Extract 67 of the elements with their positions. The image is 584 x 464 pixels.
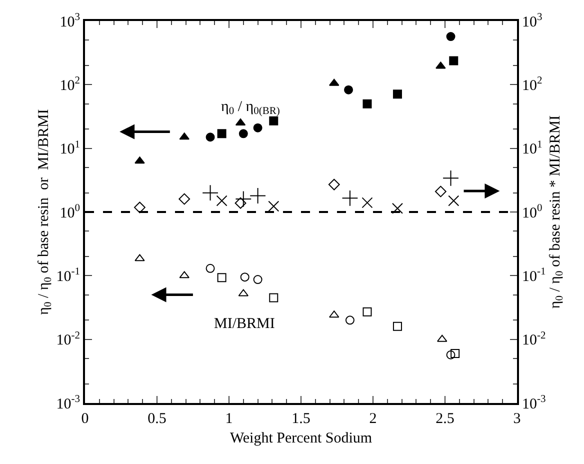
point	[269, 116, 278, 126]
point	[392, 202, 403, 214]
point	[392, 90, 402, 99]
point	[442, 170, 459, 186]
point	[436, 62, 446, 69]
point	[344, 85, 354, 94]
point	[328, 178, 340, 190]
x-tick-label: 0	[81, 411, 89, 427]
x-tick-label: 2.5	[436, 411, 454, 427]
point	[202, 184, 218, 202]
point	[253, 123, 262, 132]
point	[217, 129, 226, 138]
y-tick-label: 10$^{3}$	[60, 12, 80, 30]
point	[178, 193, 190, 205]
text: 10$^{0}$	[522, 202, 542, 222]
y-tick-label: 10$^{-3}$	[56, 394, 80, 412]
x-tick-label: 0.5	[148, 411, 166, 427]
point	[329, 78, 340, 86]
x-tick-label: 1	[225, 411, 233, 427]
point	[437, 334, 448, 342]
point	[362, 197, 373, 208]
text: 10$^{-3}$	[522, 394, 546, 412]
point	[342, 190, 358, 206]
point	[216, 195, 228, 206]
text: 10$^{-1}$	[522, 266, 546, 285]
text: 10$^{2}$	[522, 76, 542, 94]
point	[392, 322, 402, 331]
x-tick-label: 1.5	[292, 411, 310, 427]
point	[329, 310, 340, 318]
x-tick-label: 3	[513, 411, 521, 427]
point	[206, 264, 215, 273]
point	[345, 316, 354, 325]
y-tick-label: 10$^{-1}$	[56, 266, 80, 285]
x-axis-title: Weight Percent Sodium	[230, 430, 372, 446]
point	[134, 202, 146, 214]
point	[179, 132, 190, 140]
annotation: MI/BRMI	[214, 316, 275, 332]
point	[268, 200, 280, 212]
y-tick-label: 10$^{-2}$	[56, 330, 80, 349]
y-tick-label: 10$^{0}$	[60, 202, 80, 222]
point	[450, 348, 460, 358]
point	[269, 293, 278, 302]
point	[179, 271, 190, 278]
point	[253, 275, 262, 284]
point	[362, 99, 372, 108]
x-tick-label: 2	[369, 411, 377, 427]
text: 10$^{3}$	[522, 12, 542, 30]
point	[134, 156, 145, 164]
y-tick-label: 10$^{2}$	[60, 76, 80, 94]
point	[240, 272, 250, 282]
point	[434, 186, 446, 198]
text: 10$^{1}$	[522, 139, 542, 158]
point	[449, 56, 458, 66]
point	[234, 197, 246, 209]
point	[217, 273, 226, 282]
point	[238, 129, 248, 138]
point	[206, 132, 215, 142]
text: 10$^{-2}$	[522, 330, 546, 349]
point	[446, 32, 456, 42]
annotation: η$_{0}$ / η$_{0(BR)}$	[221, 99, 280, 118]
point	[448, 195, 460, 206]
point	[134, 254, 145, 262]
y-tick-label: 10$^{1}$	[60, 139, 80, 158]
point	[446, 350, 456, 360]
point	[250, 188, 266, 204]
point	[362, 307, 372, 316]
point	[235, 190, 252, 208]
